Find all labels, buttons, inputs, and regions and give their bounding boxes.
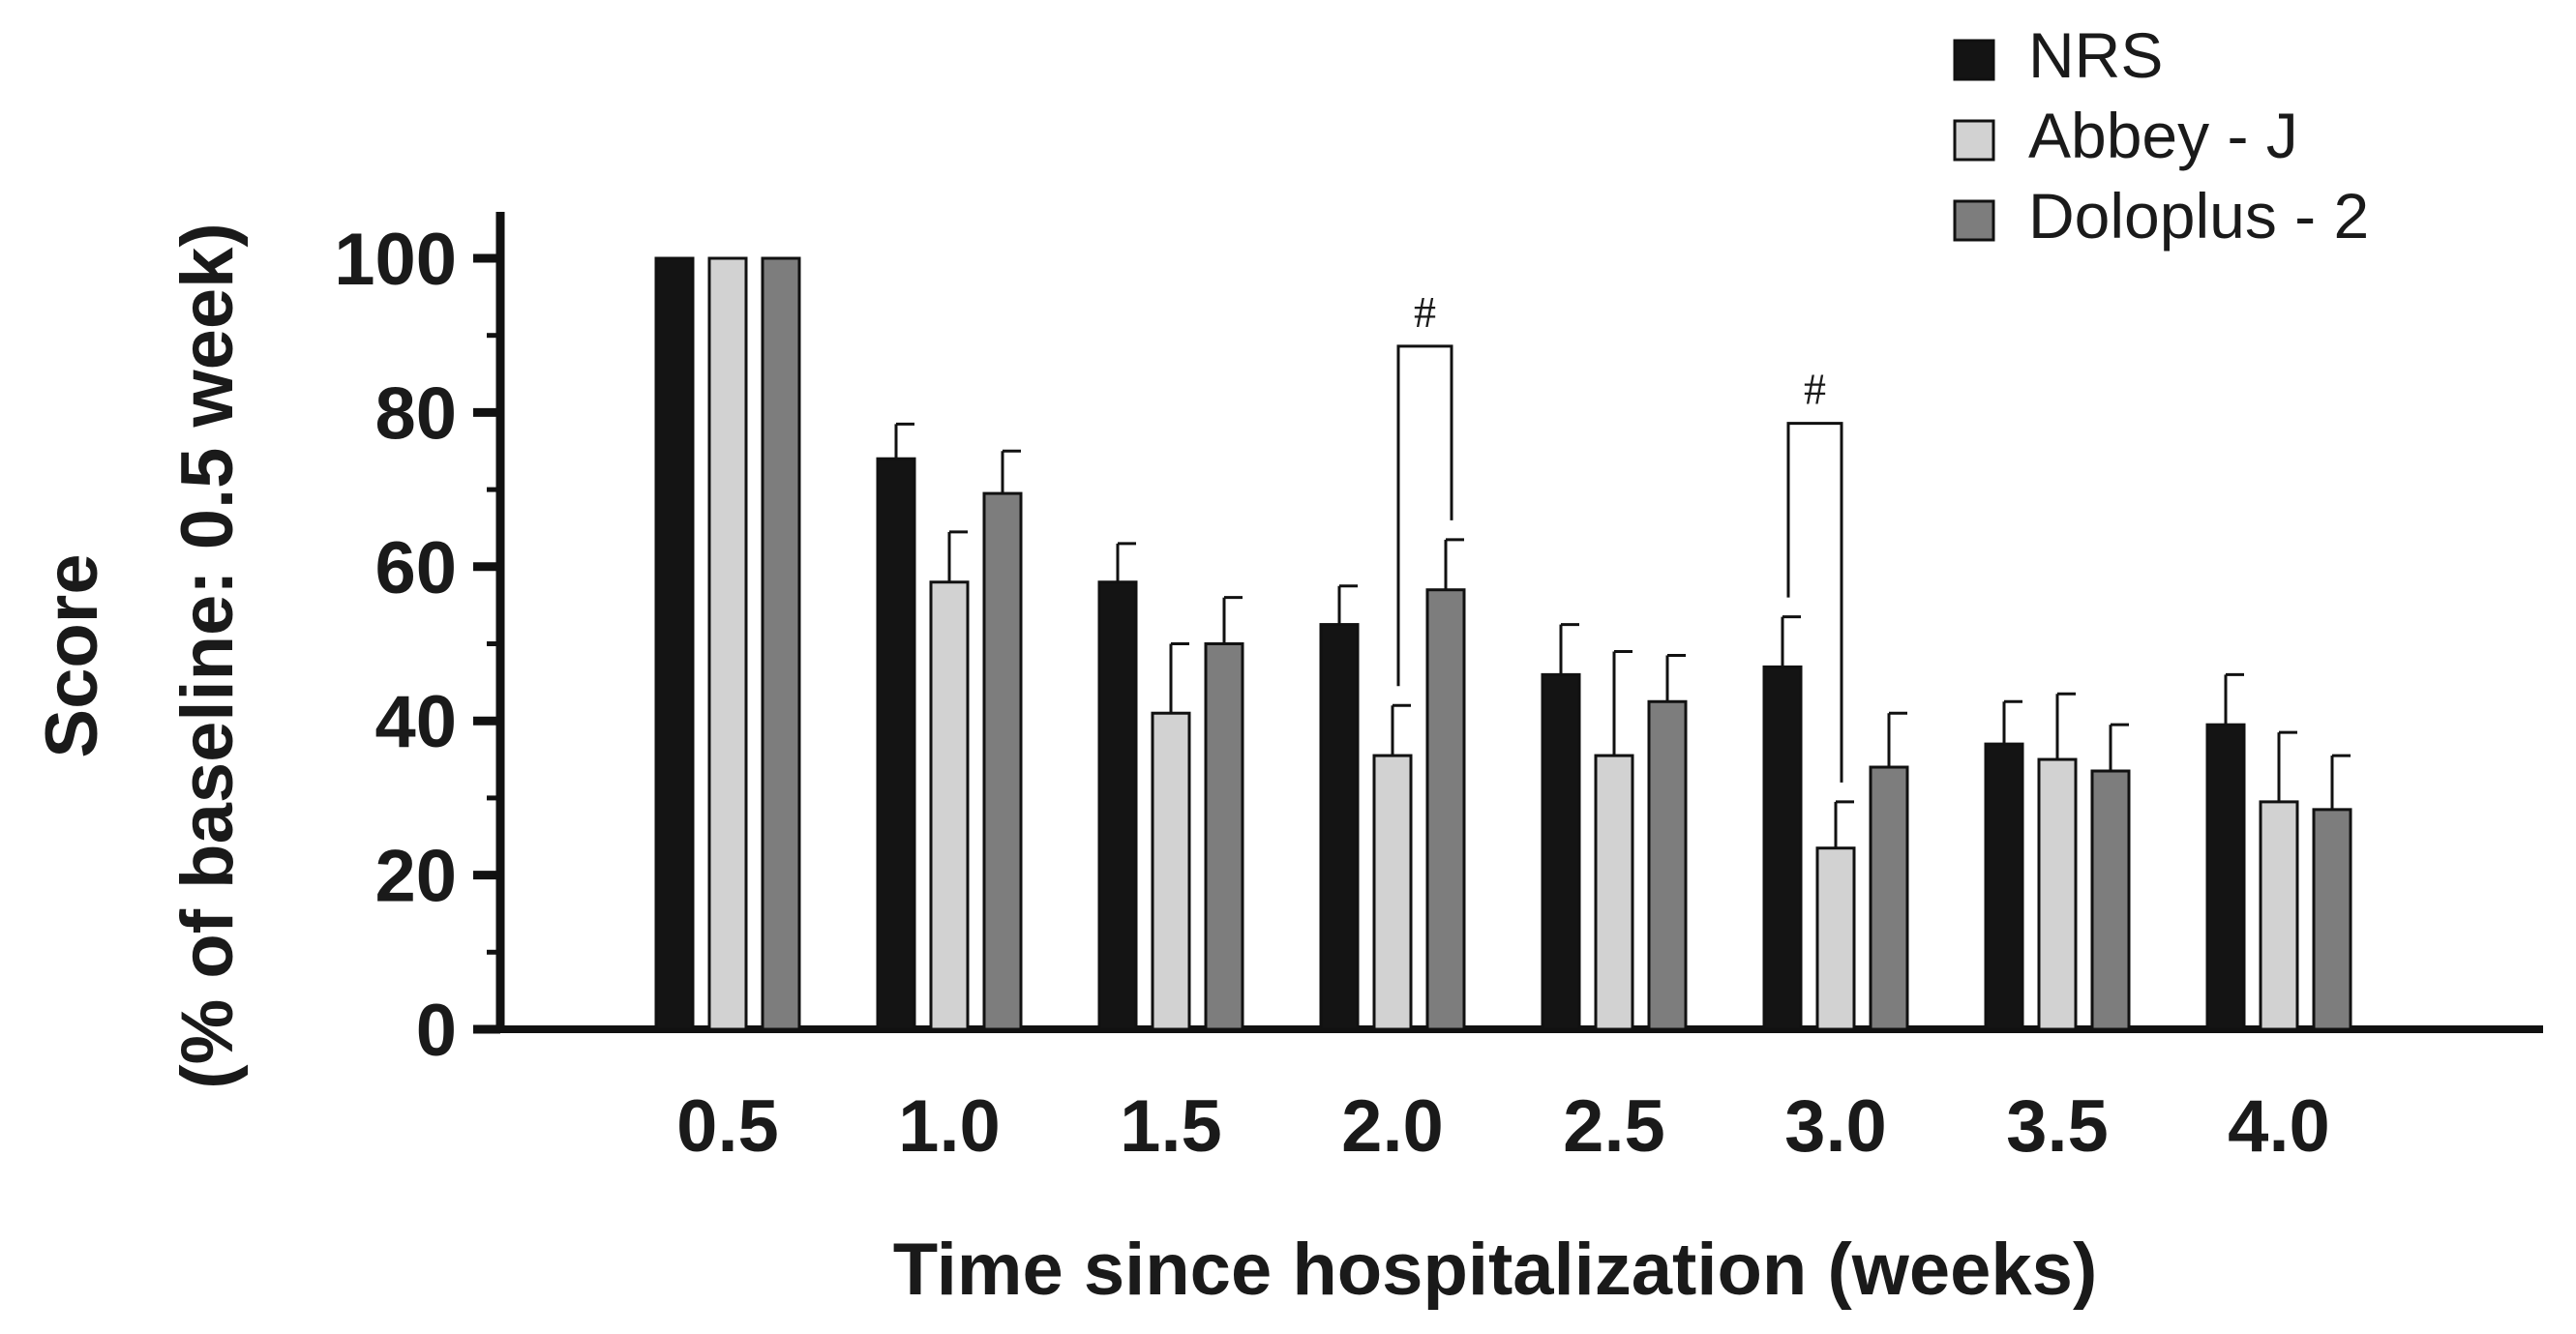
bar bbox=[929, 580, 970, 1031]
significance-bracket bbox=[1786, 422, 1843, 783]
bar bbox=[2037, 757, 2078, 1031]
bar bbox=[2205, 723, 2246, 1031]
significance-marker: # bbox=[1804, 365, 1826, 414]
bar bbox=[1647, 699, 1688, 1031]
significance-bracket bbox=[1396, 344, 1453, 687]
y-tick-label: 40 bbox=[374, 681, 457, 763]
y-axis-subtitle: (% of baseline: 0.5 week) bbox=[166, 222, 249, 1088]
x-tick-label: 0.5 bbox=[676, 1085, 779, 1168]
x-tick-label: 3.5 bbox=[2006, 1085, 2109, 1168]
legend-label: Doloplus - 2 bbox=[2028, 180, 2369, 252]
bar bbox=[1541, 672, 1581, 1031]
y-tick-label: 100 bbox=[334, 219, 457, 301]
bar bbox=[876, 457, 916, 1031]
legend-swatch bbox=[1953, 119, 1995, 162]
bar bbox=[707, 256, 748, 1031]
bar bbox=[1204, 642, 1244, 1031]
y-axis-title: Score bbox=[31, 553, 113, 757]
bar bbox=[654, 256, 695, 1031]
x-tick-label: 2.5 bbox=[1563, 1085, 1665, 1168]
bar bbox=[1594, 754, 1634, 1031]
bar bbox=[2090, 769, 2131, 1031]
y-tick-label: 80 bbox=[374, 372, 457, 455]
bar bbox=[1151, 711, 1191, 1031]
bar bbox=[1425, 588, 1466, 1031]
bar bbox=[2259, 800, 2299, 1031]
bar bbox=[1319, 623, 1360, 1031]
legend-label: NRS bbox=[2028, 19, 2163, 91]
y-tick-label: 0 bbox=[416, 990, 457, 1072]
bar bbox=[1984, 742, 2024, 1031]
bar bbox=[1869, 765, 1909, 1031]
x-tick-label: 1.5 bbox=[1120, 1085, 1222, 1168]
legend-swatch bbox=[1953, 199, 1995, 242]
x-tick-label: 4.0 bbox=[2228, 1085, 2330, 1168]
bar bbox=[1372, 754, 1413, 1031]
x-tick-label: 2.0 bbox=[1341, 1085, 1444, 1168]
significance-marker: # bbox=[1414, 287, 1436, 337]
bar bbox=[1762, 665, 1803, 1031]
bar bbox=[2312, 808, 2352, 1031]
x-tick-label: 1.0 bbox=[898, 1085, 1001, 1168]
bar bbox=[982, 491, 1023, 1031]
y-tick-label: 60 bbox=[374, 527, 457, 609]
bar bbox=[1097, 580, 1138, 1031]
legend-swatch bbox=[1953, 39, 1995, 81]
x-tick-label: 3.0 bbox=[1784, 1085, 1887, 1168]
bar bbox=[761, 256, 801, 1031]
x-axis-title: Time since hospitalization (weeks) bbox=[893, 1229, 2098, 1311]
y-tick-label: 20 bbox=[374, 836, 457, 918]
bar bbox=[1815, 846, 1856, 1031]
legend-label: Abbey - J bbox=[2028, 100, 2298, 171]
